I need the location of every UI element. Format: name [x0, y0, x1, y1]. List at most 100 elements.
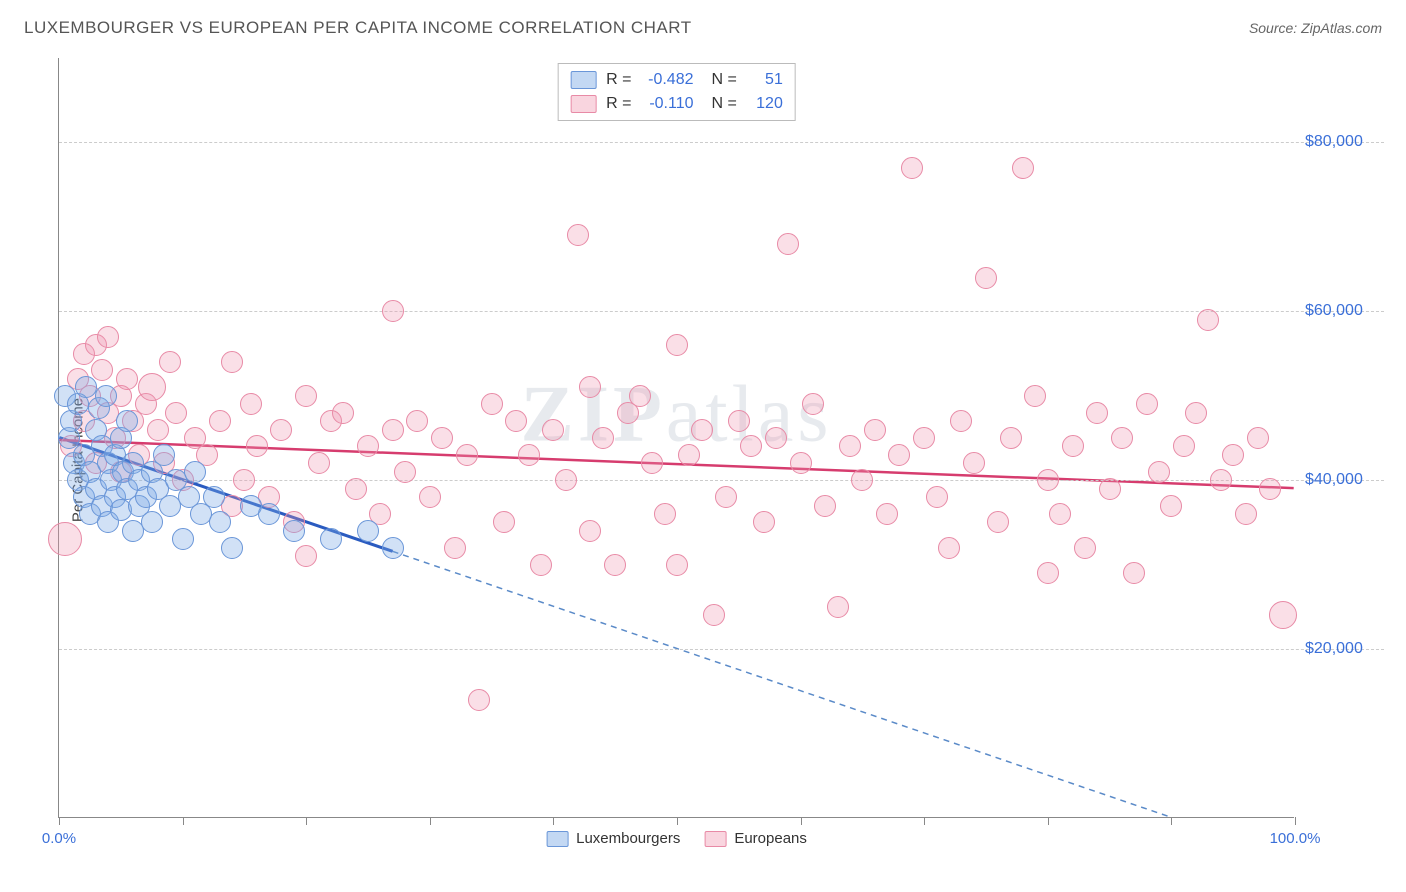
- data-point: [184, 461, 206, 483]
- data-point: [97, 326, 119, 348]
- x-tick: [924, 817, 925, 825]
- data-point: [1269, 601, 1297, 629]
- data-point: [938, 537, 960, 559]
- legend-r-label: R =: [606, 68, 631, 92]
- data-point: [950, 410, 972, 432]
- legend-n-label: N =: [712, 92, 737, 116]
- legend-n-value: 120: [749, 92, 783, 116]
- x-tick-label: 100.0%: [1270, 830, 1321, 847]
- data-point: [1148, 461, 1170, 483]
- data-point: [116, 410, 138, 432]
- data-point: [765, 427, 787, 449]
- data-point: [91, 359, 113, 381]
- y-tick-label: $80,000: [1305, 133, 1363, 151]
- plot-area: ZIPatlas R = -0.482 N = 51 R = -0.110 N …: [58, 58, 1294, 818]
- data-point: [221, 537, 243, 559]
- data-point: [654, 503, 676, 525]
- data-point: [382, 419, 404, 441]
- data-point: [431, 427, 453, 449]
- watermark: ZIPatlas: [521, 369, 833, 460]
- data-point: [963, 452, 985, 474]
- data-point: [790, 452, 812, 474]
- data-point: [1086, 402, 1108, 424]
- source-credit: Source: ZipAtlas.com: [1249, 20, 1382, 36]
- legend-n-label: N =: [712, 68, 737, 92]
- header: LUXEMBOURGER VS EUROPEAN PER CAPITA INCO…: [0, 0, 1406, 46]
- data-point: [419, 486, 441, 508]
- data-point: [1160, 495, 1182, 517]
- data-point: [138, 373, 166, 401]
- legend-series: Luxembourgers Europeans: [546, 830, 807, 847]
- legend-item: Luxembourgers: [546, 830, 680, 847]
- data-point: [308, 452, 330, 474]
- y-tick-label: $40,000: [1305, 471, 1363, 489]
- data-point: [518, 444, 540, 466]
- data-point: [1012, 157, 1034, 179]
- data-point: [678, 444, 700, 466]
- legend-item: Europeans: [704, 830, 807, 847]
- data-point: [221, 351, 243, 373]
- y-tick-label: $20,000: [1305, 640, 1363, 658]
- data-point: [233, 469, 255, 491]
- data-point: [444, 537, 466, 559]
- legend-stat-row: R = -0.482 N = 51: [570, 68, 783, 92]
- data-point: [604, 554, 626, 576]
- legend-swatch: [570, 71, 596, 89]
- x-tick: [677, 817, 678, 825]
- legend-stat-row: R = -0.110 N = 120: [570, 92, 783, 116]
- data-point: [728, 410, 750, 432]
- legend-swatch: [704, 831, 726, 847]
- data-point: [172, 528, 194, 550]
- data-point: [1111, 427, 1133, 449]
- gridline: [59, 142, 1384, 143]
- data-point: [740, 435, 762, 457]
- gridline: [59, 480, 1384, 481]
- data-point: [555, 469, 577, 491]
- data-point: [876, 503, 898, 525]
- gridline: [59, 649, 1384, 650]
- y-tick-label: $60,000: [1305, 302, 1363, 320]
- data-point: [357, 435, 379, 457]
- data-point: [320, 528, 342, 550]
- data-point: [48, 522, 82, 556]
- data-point: [901, 157, 923, 179]
- data-point: [1000, 427, 1022, 449]
- data-point: [715, 486, 737, 508]
- data-point: [332, 402, 354, 424]
- data-point: [1037, 469, 1059, 491]
- data-point: [864, 419, 886, 441]
- chart-title: LUXEMBOURGER VS EUROPEAN PER CAPITA INCO…: [24, 18, 692, 38]
- data-point: [592, 427, 614, 449]
- chart-area: Per Capita Income ZIPatlas R = -0.482 N …: [24, 50, 1384, 870]
- data-point: [95, 385, 117, 407]
- data-point: [1123, 562, 1145, 584]
- x-tick-label: 0.0%: [42, 830, 76, 847]
- data-point: [913, 427, 935, 449]
- data-point: [394, 461, 416, 483]
- data-point: [1037, 562, 1059, 584]
- data-point: [1049, 503, 1071, 525]
- x-tick: [306, 817, 307, 825]
- x-tick: [553, 817, 554, 825]
- data-point: [691, 419, 713, 441]
- data-point: [382, 537, 404, 559]
- data-point: [406, 410, 428, 432]
- trend-lines: [59, 58, 1294, 817]
- x-tick: [801, 817, 802, 825]
- legend-label: Luxembourgers: [576, 830, 680, 847]
- x-tick: [1295, 817, 1296, 825]
- data-point: [209, 511, 231, 533]
- data-point: [270, 419, 292, 441]
- data-point: [1210, 469, 1232, 491]
- legend-r-value: -0.482: [644, 68, 694, 92]
- data-point: [1136, 393, 1158, 415]
- data-point: [493, 511, 515, 533]
- legend-r-value: -0.110: [644, 92, 694, 116]
- x-tick: [430, 817, 431, 825]
- data-point: [295, 385, 317, 407]
- data-point: [116, 368, 138, 390]
- data-point: [802, 393, 824, 415]
- data-point: [753, 511, 775, 533]
- data-point: [1062, 435, 1084, 457]
- data-point: [1259, 478, 1281, 500]
